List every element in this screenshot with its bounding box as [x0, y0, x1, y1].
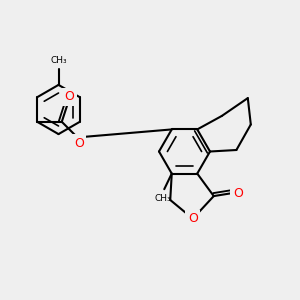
- Text: CH₃: CH₃: [50, 56, 67, 65]
- Text: O: O: [74, 136, 84, 150]
- Text: O: O: [64, 91, 74, 103]
- Text: O: O: [188, 212, 198, 225]
- Text: CH₃: CH₃: [154, 194, 171, 203]
- Text: O: O: [233, 187, 243, 200]
